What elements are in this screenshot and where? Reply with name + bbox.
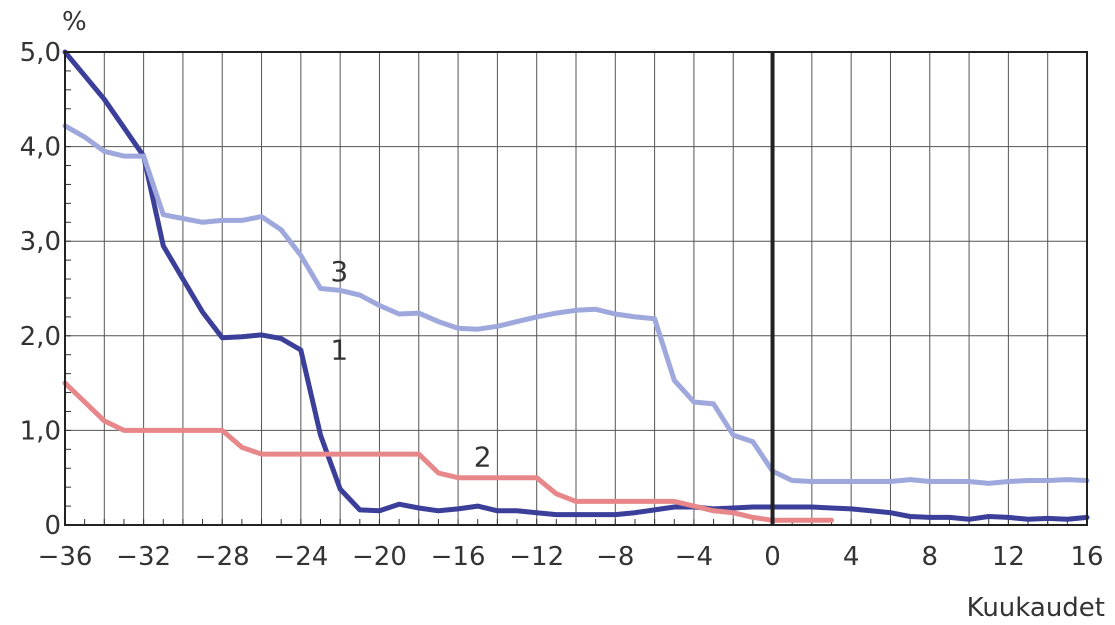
x-tick-label: −8	[596, 542, 634, 572]
series-label-1: 1	[330, 333, 348, 366]
series-layer	[62, 49, 1090, 523]
x-tick-label: −32	[116, 542, 171, 572]
series-line-1	[62, 49, 1090, 522]
series-label-3: 3	[330, 255, 348, 288]
x-tick-label: −4	[675, 542, 713, 572]
x-tick-label: −24	[273, 542, 328, 572]
x-tick-label: 0	[764, 542, 781, 572]
x-tick-label: 8	[921, 542, 938, 572]
series-line-2	[62, 380, 834, 523]
y-tick-label: 5,0	[20, 38, 61, 68]
x-axis-title: Kuukaudet	[967, 593, 1105, 623]
y-tick-label: 0	[44, 511, 61, 541]
y-tick-label: 1,0	[20, 416, 61, 446]
grid	[64, 51, 1088, 526]
series-label-2: 2	[474, 440, 492, 473]
x-tick-label: 4	[843, 542, 860, 572]
y-tick-label: 2,0	[20, 322, 61, 352]
series-line-3	[62, 123, 1090, 486]
x-tick-label: −16	[431, 542, 486, 572]
x-tick-label: 16	[1070, 542, 1103, 572]
tick-labels: −36 −32 −28 −24 −20 −16 −12 −8 −4 0 4 8 12 1601,02,03…	[20, 38, 1104, 572]
x-tick-label: −28	[195, 542, 250, 572]
x-tick-label: 12	[992, 542, 1025, 572]
x-tick-label: −12	[509, 542, 564, 572]
y-unit-label: %	[62, 7, 87, 37]
x-tick-label: −36	[38, 542, 93, 572]
plot-frame	[64, 51, 1088, 526]
y-tick-label: 3,0	[20, 227, 61, 257]
x-tick-label: −20	[352, 542, 407, 572]
y-tick-label: 4,0	[20, 133, 61, 163]
